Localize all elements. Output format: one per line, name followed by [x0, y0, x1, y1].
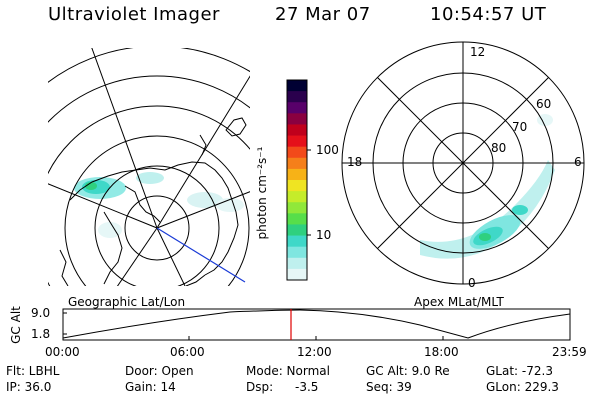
aurora-patch: [512, 205, 528, 215]
colorbar-segment: [287, 80, 307, 92]
altitude-ylabel: GC Alt: [9, 306, 23, 344]
mode-status: Mode: Normal: [246, 364, 330, 378]
aurora-patch: [98, 222, 122, 238]
mlt-label-6: 6: [574, 155, 582, 169]
aurora-patch: [136, 172, 164, 184]
date-label: 27 Mar 07: [275, 4, 371, 25]
altitude-ytick-9: 9.0: [31, 306, 51, 320]
mlt-label-0: 0: [468, 276, 476, 290]
ip-status: IP: 36.0: [6, 380, 52, 394]
colorbar-segment: [287, 257, 307, 270]
colorbar-segment: [287, 157, 307, 170]
colorbar-segment: [287, 102, 307, 114]
apex-polar-map: [341, 41, 585, 285]
satellite-ground-track: [156, 227, 246, 283]
altitude-xtick-0600: 06:00: [170, 345, 205, 359]
colorbar-segment: [287, 191, 307, 203]
colorbar-segment: [287, 135, 307, 148]
aurora-emission-right: [420, 114, 555, 259]
colorbar-segment: [287, 246, 307, 259]
altitude-ytick-1-8: 1.8: [31, 327, 51, 341]
colorbar-segment: [287, 202, 307, 214]
time-label: 10:54:57 UT: [430, 4, 547, 25]
colorbar-segment: [287, 224, 307, 237]
colorbar-unit-label: photon cm⁻²s⁻¹: [255, 146, 269, 240]
altitude-xtick-1200: 12:00: [297, 345, 332, 359]
colorbar-segment: [287, 113, 307, 125]
aurora-emission-left: [74, 172, 244, 238]
glon-status: GLon: 229.3: [486, 380, 559, 394]
mlat-label-60: 60: [536, 97, 552, 111]
dsp-value: -3.5: [295, 380, 319, 394]
colorbar-tick-10: 10: [316, 228, 332, 242]
colorbar-frame: [286, 79, 308, 281]
aurora-patch: [479, 233, 491, 241]
colorbar-segment: [287, 268, 307, 281]
altitude-plot: [62, 308, 571, 341]
glat-status: GLat: -72.3: [486, 364, 553, 378]
colorbar-segment: [287, 213, 307, 225]
altitude-xtick-2359: 23:59: [552, 345, 587, 359]
altitude-xtick-1800: 18:00: [424, 345, 459, 359]
colorbar-segment: [287, 235, 307, 248]
aurora-patch: [85, 182, 97, 190]
aurora-patch: [216, 198, 244, 212]
geographic-map: [48, 48, 250, 286]
meridians: [48, 48, 250, 286]
coastlines: [59, 117, 247, 286]
altitude-curve: [62, 309, 571, 339]
geographic-map-caption: Geographic Lat/Lon: [68, 295, 186, 309]
colorbar-segment: [287, 91, 307, 103]
altitude-xticks: [62, 336, 571, 340]
instrument-title: Ultraviolet Imager: [48, 4, 220, 25]
colorbar-segment: [287, 180, 307, 192]
colorbar-tick-100: 100: [316, 143, 339, 157]
apex-map-caption: Apex MLat/MLT: [414, 295, 504, 309]
colorbar: [286, 79, 308, 281]
mlat-label-70: 70: [512, 120, 528, 134]
filter-status: Flt: LBHL: [6, 364, 60, 378]
seq-status: Seq: 39: [366, 380, 412, 394]
mlt-label-12: 12: [470, 45, 486, 59]
mlt-spokes: [342, 42, 584, 284]
colorbar-segment: [287, 168, 307, 181]
latitude-circles: [48, 48, 250, 286]
colorbar-ticks: [307, 149, 311, 236]
mlt-label-18: 18: [347, 155, 363, 169]
door-status: Door: Open: [125, 364, 194, 378]
colorbar-segment: [287, 146, 307, 159]
altitude-xtick-0000: 00:00: [45, 345, 80, 359]
aurora-patch: [537, 114, 553, 126]
gain-status: Gain: 14: [125, 380, 176, 394]
mlat-label-80: 80: [491, 141, 507, 155]
colorbar-segment: [287, 124, 307, 137]
dsp-label: Dsp:: [246, 380, 274, 394]
gc-alt-status: GC Alt: 9.0 Re: [366, 364, 450, 378]
altitude-yticks: [63, 312, 67, 335]
